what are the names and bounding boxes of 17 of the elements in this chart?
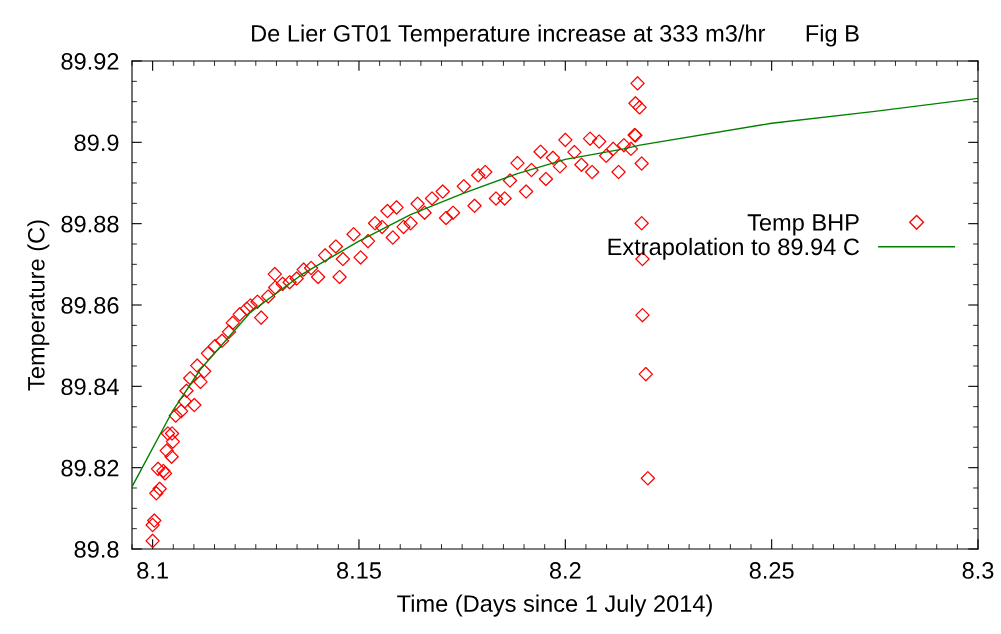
x-axis-title: Time (Days since 1 July 2014) [397, 594, 712, 617]
y-tick-label: 89.88 [61, 215, 119, 233]
y-tick-label: 89.84 [61, 378, 119, 396]
legend-label: Extrapolation to 89.94 C [608, 237, 860, 260]
y-tick-label: 89.86 [61, 297, 119, 314]
y-tick-label: 89.82 [61, 459, 119, 477]
y-tick-label: 89.9 [74, 134, 119, 152]
y-axis-title: Temperature (C) [27, 220, 50, 391]
x-tick-label: 8.15 [337, 562, 381, 579]
x-tick-label: 8.1 [137, 562, 168, 579]
x-tick-label: 8.3 [962, 562, 994, 579]
y-tick-label: 89.8 [74, 541, 119, 558]
x-tick-label: 8.25 [749, 562, 794, 579]
x-tick-label: 8.2 [549, 562, 581, 579]
legend-label: Temp BHP [747, 214, 859, 236]
y-tick-label: 89.92 [61, 53, 119, 70]
chart-title: De Lier GT01 Temperature increase at 333 m3/hr Fig B [252, 24, 859, 47]
